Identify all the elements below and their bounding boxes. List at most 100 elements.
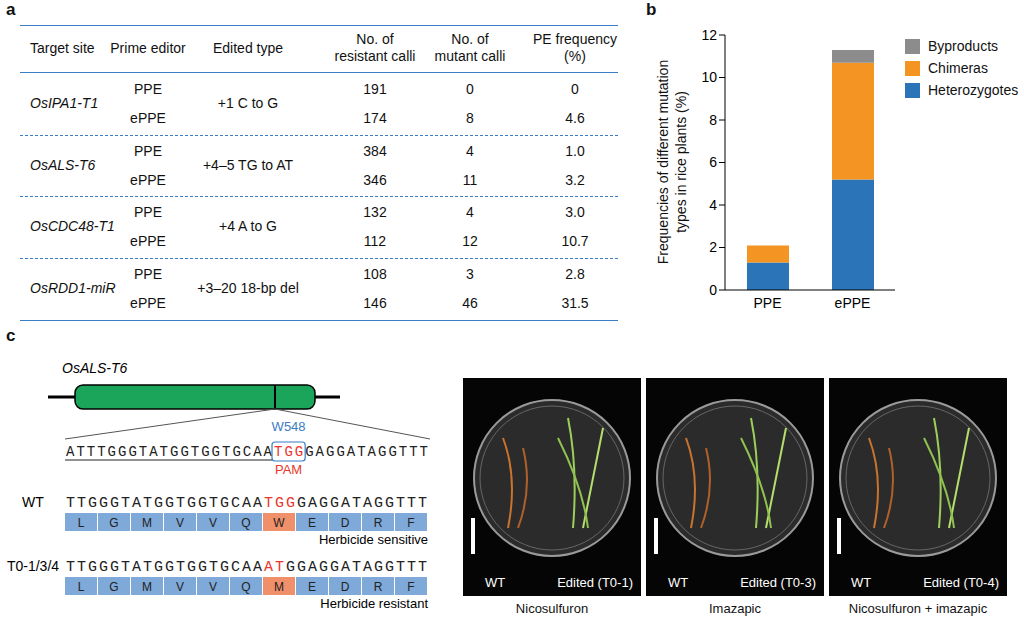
svg-text:R: R xyxy=(374,580,383,594)
svg-text:G: G xyxy=(319,495,328,512)
svg-text:G: G xyxy=(385,559,394,576)
svg-text:T: T xyxy=(420,444,428,460)
svg-text:A: A xyxy=(368,444,377,460)
svg-text:G: G xyxy=(99,559,108,576)
svg-text:8: 8 xyxy=(709,112,717,128)
svg-text:A: A xyxy=(132,559,141,576)
svg-text:F: F xyxy=(407,516,414,530)
svg-text:T: T xyxy=(418,495,427,512)
svg-text:L: L xyxy=(78,580,85,594)
svg-text:Herbicide sensitive: Herbicide sensitive xyxy=(319,532,428,547)
svg-text:T: T xyxy=(66,559,75,576)
svg-text:R: R xyxy=(374,516,383,530)
svg-text:G: G xyxy=(286,495,295,512)
svg-text:V: V xyxy=(176,516,184,530)
svg-text:A: A xyxy=(242,559,251,576)
svg-text:G: G xyxy=(110,495,119,512)
svg-text:M: M xyxy=(142,580,152,594)
svg-text:G: G xyxy=(295,444,303,460)
svg-text:T: T xyxy=(66,495,75,512)
svg-text:G: G xyxy=(385,495,394,512)
svg-text:A: A xyxy=(132,495,141,512)
svg-text:12: 12 xyxy=(701,27,717,43)
svg-text:0: 0 xyxy=(709,282,717,298)
svg-text:G: G xyxy=(388,444,396,460)
svg-text:A: A xyxy=(363,495,372,512)
svg-text:G: G xyxy=(110,559,119,576)
svg-text:G: G xyxy=(232,444,240,460)
svg-text:T: T xyxy=(97,444,105,460)
svg-text:A: A xyxy=(308,559,317,576)
svg-text:A: A xyxy=(264,559,273,576)
svg-text:G: G xyxy=(336,444,344,460)
svg-text:T: T xyxy=(222,444,230,460)
svg-text:G: G xyxy=(284,444,292,460)
svg-text:W548: W548 xyxy=(272,419,306,434)
svg-text:G: G xyxy=(198,495,207,512)
svg-text:G: G xyxy=(128,444,136,460)
svg-text:V: V xyxy=(209,516,217,530)
svg-text:T: T xyxy=(352,495,361,512)
svg-text:C: C xyxy=(243,444,251,460)
svg-text:T0-1/3/4: T0-1/3/4 xyxy=(8,558,59,574)
svg-text:T: T xyxy=(274,444,282,460)
svg-text:V: V xyxy=(209,580,217,594)
svg-text:T: T xyxy=(399,444,407,460)
svg-text:G: G xyxy=(330,559,339,576)
svg-text:G: G xyxy=(154,559,163,576)
svg-text:G: G xyxy=(165,559,174,576)
svg-text:PAM: PAM xyxy=(275,462,302,477)
svg-text:G: G xyxy=(374,495,383,512)
svg-text:G: G xyxy=(201,444,209,460)
svg-text:T: T xyxy=(176,559,185,576)
svg-text:G: G xyxy=(88,559,97,576)
svg-text:G: G xyxy=(180,444,188,460)
svg-text:G: G xyxy=(220,495,229,512)
svg-text:T: T xyxy=(264,495,273,512)
svg-text:T: T xyxy=(396,495,405,512)
svg-text:G: G xyxy=(305,444,313,460)
svg-text:A: A xyxy=(66,444,75,460)
svg-text:A: A xyxy=(242,495,251,512)
svg-text:4: 4 xyxy=(709,197,717,213)
svg-text:G: G xyxy=(154,495,163,512)
svg-text:T: T xyxy=(121,559,130,576)
svg-text:G: G xyxy=(275,495,284,512)
svg-text:A: A xyxy=(308,495,317,512)
svg-text:A: A xyxy=(264,444,273,460)
svg-text:G: G xyxy=(330,495,339,512)
svg-text:G: G xyxy=(220,559,229,576)
svg-text:L: L xyxy=(78,516,85,530)
svg-text:E: E xyxy=(308,580,316,594)
svg-text:G: G xyxy=(108,444,116,460)
svg-text:G: G xyxy=(326,444,334,460)
svg-text:G: G xyxy=(109,516,118,530)
svg-text:T: T xyxy=(176,495,185,512)
svg-text:F: F xyxy=(407,580,414,594)
svg-text:G: G xyxy=(99,495,108,512)
svg-text:A: A xyxy=(341,559,350,576)
svg-text:C: C xyxy=(231,495,240,512)
svg-text:A: A xyxy=(347,444,356,460)
svg-text:T: T xyxy=(407,559,416,576)
svg-text:Herbicide resistant: Herbicide resistant xyxy=(320,596,428,611)
svg-text:PPE: PPE xyxy=(753,295,781,311)
svg-text:OsALS-T6: OsALS-T6 xyxy=(62,360,128,376)
svg-text:T: T xyxy=(87,444,95,460)
svg-text:T: T xyxy=(143,495,152,512)
svg-text:T: T xyxy=(77,559,86,576)
svg-text:T: T xyxy=(209,559,218,576)
svg-text:T: T xyxy=(160,444,168,460)
svg-text:T: T xyxy=(121,495,130,512)
svg-text:G: G xyxy=(187,559,196,576)
svg-text:G: G xyxy=(88,495,97,512)
svg-text:T: T xyxy=(407,495,416,512)
svg-text:T: T xyxy=(418,559,427,576)
svg-text:T: T xyxy=(275,559,284,576)
svg-text:T: T xyxy=(139,444,147,460)
svg-text:Q: Q xyxy=(241,516,250,530)
svg-text:A: A xyxy=(341,495,350,512)
svg-text:T: T xyxy=(209,495,218,512)
svg-text:D: D xyxy=(341,580,350,594)
svg-text:T: T xyxy=(77,495,86,512)
